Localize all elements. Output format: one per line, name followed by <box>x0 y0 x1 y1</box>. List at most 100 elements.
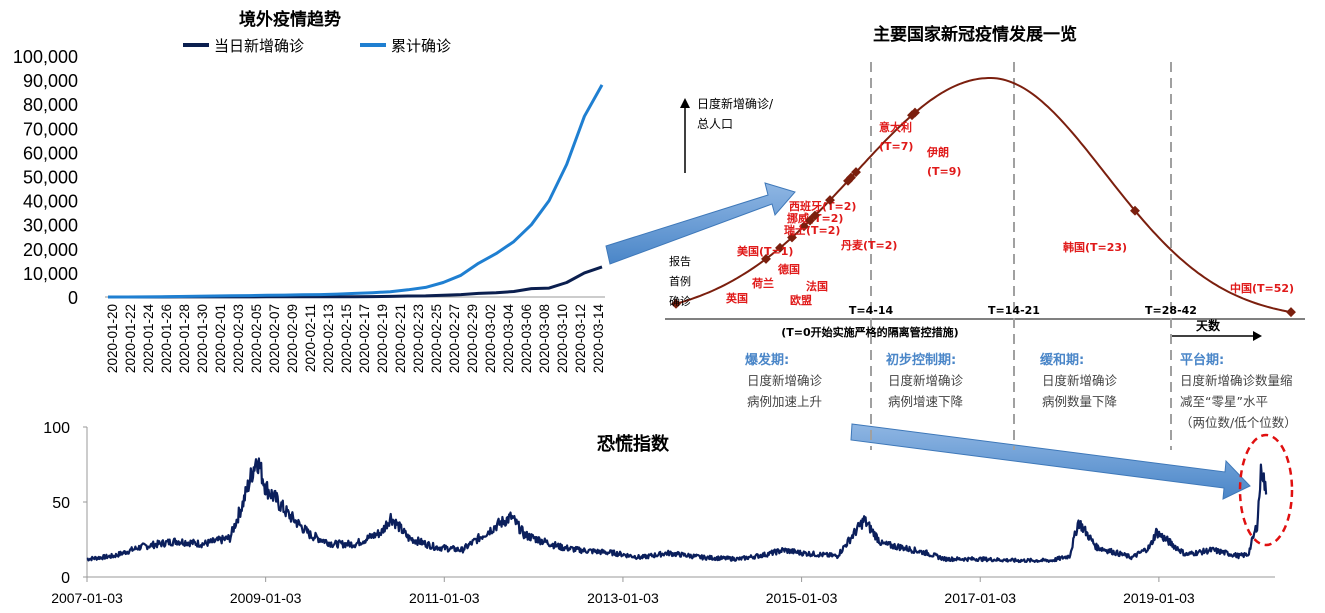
trend-x-tick: 2020-01-30 <box>195 304 210 373</box>
phase-description: 日度新增确诊数量缩减至“零星”水平（两位数/低个位数） <box>1180 373 1297 430</box>
vix-line <box>86 457 1268 564</box>
phase-boundary-label: T=28-42 <box>1145 304 1197 317</box>
country-label: 欧盟 <box>790 293 812 307</box>
vix-x-tick: 2013-01-03 <box>587 590 659 606</box>
phase-y-label: 日度新增确诊/总人口 <box>697 96 774 131</box>
vix-y-tick: 50 <box>52 495 70 512</box>
trend-x-tick: 2020-02-03 <box>231 304 246 373</box>
country-label: 德国 <box>777 262 800 276</box>
trend-x-tick: 2020-03-10 <box>555 304 570 373</box>
phase-name: 缓和期: <box>1040 352 1084 368</box>
vix-x-tick: 2015-01-03 <box>766 590 838 606</box>
days-arrowhead <box>1253 331 1262 341</box>
phase-name: 爆发期: <box>745 352 789 368</box>
legend-cumulative: 累计确诊 <box>391 37 451 55</box>
trend-x-tick: 2020-01-22 <box>123 304 138 373</box>
days-label: 天数 <box>1196 318 1221 333</box>
trend-x-tick: 2020-03-12 <box>573 304 588 373</box>
trend-x-tick: 2020-02-21 <box>393 304 408 373</box>
trend-y-tick: 40,000 <box>23 192 78 212</box>
country-point <box>787 232 797 243</box>
trend-x-tick: 2020-02-01 <box>213 304 228 373</box>
vix-y-tick: 0 <box>61 570 70 587</box>
country-label: 意大利(T=7) <box>879 120 913 153</box>
phase-description: 日度新增确诊病例增速下降 <box>888 373 964 409</box>
trend-x-tick: 2020-03-02 <box>483 304 498 373</box>
trend-x-tick: 2020-02-11 <box>303 304 318 372</box>
country-label: 西班牙(T=2) <box>789 199 856 213</box>
trend-y-tick: 100,000 <box>13 47 78 67</box>
spike-highlight-circle <box>1238 433 1294 547</box>
trend-x-tick: 2020-02-13 <box>321 304 336 373</box>
country-point <box>810 210 820 221</box>
country-label: 韩国(T=23) <box>1063 240 1127 254</box>
flow-arrow-bottom <box>850 423 1251 500</box>
country-point <box>775 242 785 253</box>
vix-y-tick: 100 <box>43 420 70 437</box>
trend-x-tick: 2020-01-28 <box>177 304 192 373</box>
country-point <box>825 195 835 206</box>
vix-x-tick: 2011-01-03 <box>409 590 480 606</box>
vix-x-tick: 2007-01-03 <box>51 590 123 606</box>
phase-description: 日度新增确诊病例数量下降 <box>1042 373 1118 409</box>
trend-x-tick: 2020-02-19 <box>375 304 390 373</box>
country-phase-diagram: 主要国家新冠疫情发展一览 日度新增确诊/总人口 (T=0开始实施严格的隔离管控措… <box>665 24 1305 450</box>
vix-x-tick: 2009-01-03 <box>230 590 302 606</box>
trend-x-tick: 2020-03-04 <box>501 304 516 374</box>
trend-x-tick: 2020-03-14 <box>591 304 606 374</box>
country-label: 中国(T=52) <box>1230 281 1294 295</box>
country-point <box>761 253 771 264</box>
trend-x-tick: 2020-02-05 <box>249 304 264 373</box>
trend-x-tick: 2020-01-20 <box>105 304 120 373</box>
country-point <box>805 215 815 226</box>
trend-x-tick: 2020-02-15 <box>339 304 354 373</box>
trend-x-tick: 2020-02-07 <box>267 304 282 373</box>
country-label: 丹麦(T=2) <box>841 238 897 252</box>
trend-x-tick: 2020-03-06 <box>519 304 534 373</box>
country-label: 英国 <box>725 291 748 305</box>
phase-x-note: (T=0开始实施严格的隔离管控措施) <box>781 325 958 339</box>
trend-chart-title: 境外疫情趋势 <box>239 9 341 30</box>
country-point <box>671 298 681 309</box>
trend-x-tick: 2020-02-17 <box>357 304 372 373</box>
country-point <box>851 167 861 178</box>
trend-x-tick: 2020-01-24 <box>141 304 156 374</box>
legend-daily-new: 当日新增确诊 <box>214 37 304 55</box>
trend-x-tick: 2020-02-27 <box>447 304 462 373</box>
phase-boundary-label: T=4-14 <box>849 304 894 317</box>
trend-y-tick: 0 <box>68 288 78 308</box>
country-point <box>846 172 856 183</box>
phase-y-arrowhead <box>680 98 690 108</box>
country-point <box>1130 205 1140 216</box>
phase-chart-title: 主要国家新冠疫情发展一览 <box>873 24 1077 45</box>
country-label: 美国(T=1) <box>737 244 793 258</box>
phase-name: 平台期: <box>1180 352 1224 368</box>
trend-x-tick: 2020-02-23 <box>411 304 426 373</box>
first-case-label: 报告首例确诊 <box>669 254 691 308</box>
trend-x-tick: 2020-02-09 <box>285 304 300 373</box>
country-point <box>910 107 920 118</box>
country-point <box>1286 307 1296 318</box>
country-label: 荷兰 <box>751 276 774 290</box>
phase-description: 日度新增确诊病例加速上升 <box>747 373 823 409</box>
vix-chart: 恐慌指数 100 50 0 2007-01-03 2009-01-03 2011-01-… <box>43 420 1294 606</box>
trend-y-tick: 70,000 <box>23 119 78 139</box>
trend-x-tick: 2020-03-08 <box>537 304 552 373</box>
cumulative-series-line <box>108 84 604 299</box>
trend-x-tick: 2020-02-25 <box>429 304 444 373</box>
trend-y-tick: 90,000 <box>23 71 78 91</box>
country-label: 伊朗(T=9) <box>926 145 961 178</box>
country-label: 瑞士(T=2) <box>784 223 840 237</box>
country-label: 法国 <box>806 279 828 293</box>
country-point <box>799 221 809 232</box>
vix-chart-title: 恐慌指数 <box>597 433 670 455</box>
trend-y-tick: 10,000 <box>23 264 78 284</box>
phase-boundary-label: T=14-21 <box>988 304 1040 317</box>
trend-y-tick: 60,000 <box>23 143 78 163</box>
trend-x-tick: 2020-01-26 <box>159 304 174 373</box>
trend-x-tick: 2020-02-29 <box>465 304 480 373</box>
trend-y-tick: 80,000 <box>23 95 78 115</box>
trend-y-tick: 50,000 <box>23 168 78 188</box>
trend-y-tick: 30,000 <box>23 216 78 236</box>
